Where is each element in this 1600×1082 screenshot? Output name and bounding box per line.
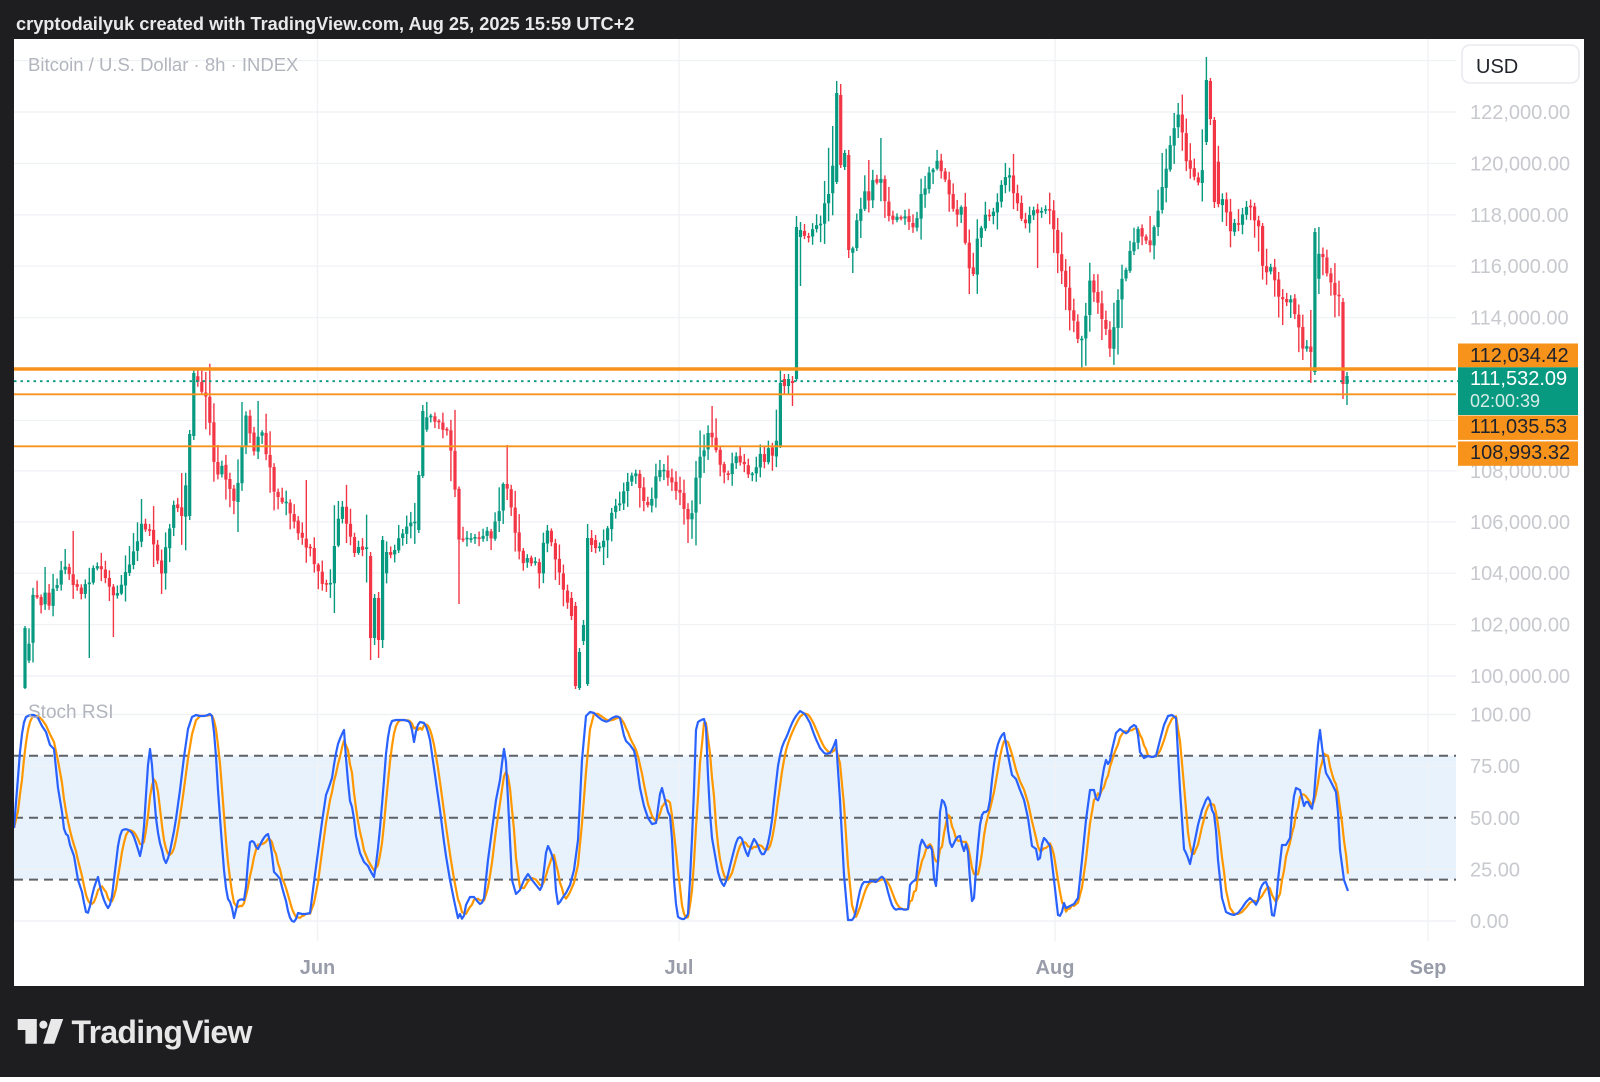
svg-text:Jun: Jun xyxy=(300,957,336,979)
svg-text:122,000.00: 122,000.00 xyxy=(1470,102,1570,124)
svg-text:25.00: 25.00 xyxy=(1470,859,1520,881)
svg-text:106,000.00: 106,000.00 xyxy=(1470,512,1570,534)
svg-text:112,034.42: 112,034.42 xyxy=(1470,345,1569,367)
svg-text:Sep: Sep xyxy=(1410,957,1447,979)
svg-text:102,000.00: 102,000.00 xyxy=(1470,615,1570,637)
svg-text:118,000.00: 118,000.00 xyxy=(1470,205,1569,227)
svg-text:50.00: 50.00 xyxy=(1470,808,1520,830)
svg-text:TradingView: TradingView xyxy=(72,1014,253,1050)
svg-text:116,000.00: 116,000.00 xyxy=(1470,256,1569,278)
svg-text:120,000.00: 120,000.00 xyxy=(1470,153,1570,175)
svg-text:104,000.00: 104,000.00 xyxy=(1470,563,1570,585)
svg-text:USD: USD xyxy=(1476,56,1518,78)
svg-text:100,000.00: 100,000.00 xyxy=(1470,666,1570,688)
svg-text:Stoch RSI: Stoch RSI xyxy=(28,702,114,723)
svg-text:02:00:39: 02:00:39 xyxy=(1470,391,1540,411)
svg-text:0.00: 0.00 xyxy=(1470,911,1509,933)
svg-text:108,000.00: 108,000.00 xyxy=(1470,461,1570,483)
svg-text:cryptodailyuk created with Tra: cryptodailyuk created with TradingView.c… xyxy=(16,14,634,34)
svg-text:108,993.32: 108,993.32 xyxy=(1470,442,1570,464)
svg-text:114,000.00: 114,000.00 xyxy=(1470,308,1569,330)
svg-text:Jul: Jul xyxy=(665,957,694,979)
svg-text:111,532.09: 111,532.09 xyxy=(1470,368,1567,390)
svg-text:75.00: 75.00 xyxy=(1470,756,1520,778)
svg-text:Aug: Aug xyxy=(1036,957,1075,979)
svg-text:Bitcoin / U.S. Dollar · 8h · I: Bitcoin / U.S. Dollar · 8h · INDEX xyxy=(28,54,298,75)
svg-text:100.00: 100.00 xyxy=(1470,705,1531,727)
svg-text:111,035.53: 111,035.53 xyxy=(1470,416,1567,438)
